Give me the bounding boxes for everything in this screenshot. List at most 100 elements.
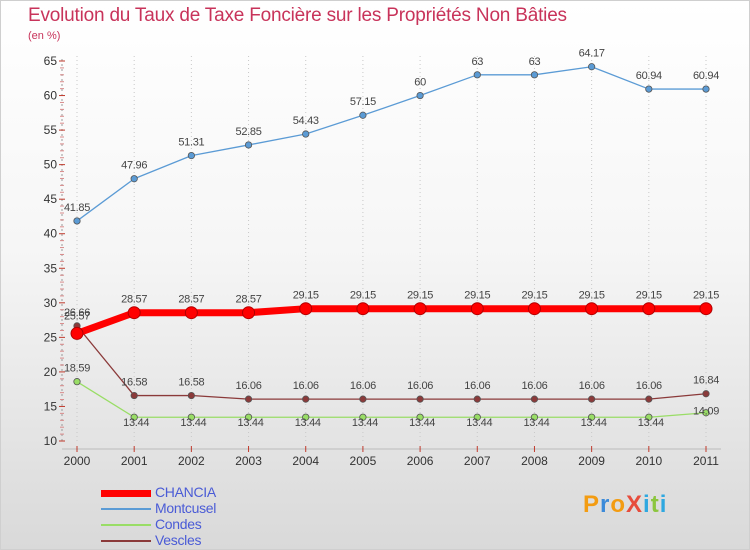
data-label: 16.06 [636, 380, 662, 392]
data-label: 26.66 [64, 307, 90, 319]
data-point-montcusel [530, 71, 539, 79]
data-point-montcusel [645, 85, 653, 93]
data-point-montcusel [130, 175, 138, 183]
y-tick-label: 60 [44, 89, 58, 103]
legend-swatch [101, 490, 151, 497]
data-label: 13.44 [180, 417, 206, 429]
y-tick-label: 40 [44, 227, 58, 241]
data-label: 16.84 [693, 375, 719, 387]
data-point-chancia [299, 302, 313, 316]
data-point-montcusel [702, 85, 710, 93]
data-point-chancia [527, 302, 541, 316]
data-point-condes [302, 413, 310, 421]
data-point-chancia [184, 306, 198, 320]
data-point-chancia [470, 302, 484, 316]
data-point-condes [588, 413, 596, 421]
data-label: 52.85 [236, 126, 262, 138]
x-tick-label: 2003 [235, 454, 262, 468]
legend-label: CHANCIA [155, 484, 216, 500]
y-tick-label: 15 [44, 399, 58, 413]
data-label: 13.44 [638, 417, 664, 429]
data-point-montcusel [302, 130, 310, 138]
x-tick-label: 2011 [693, 454, 719, 468]
data-label: 29.15 [293, 290, 319, 302]
legend-swatch [101, 540, 151, 542]
data-label: 60 [414, 77, 426, 89]
data-point-chancia [127, 306, 141, 320]
data-label: 16.06 [464, 380, 490, 392]
series-line-vescles [76, 325, 707, 400]
data-point-montcusel [244, 141, 253, 149]
data-label: 13.44 [581, 417, 607, 429]
data-label: 54.43 [293, 115, 319, 127]
data-label: 60.94 [636, 70, 662, 82]
data-point-vescles [359, 395, 367, 403]
data-label: 13.44 [409, 417, 435, 429]
data-label: 29.15 [636, 290, 662, 302]
data-label: 14.09 [693, 406, 719, 418]
legend-swatch [101, 508, 151, 510]
data-label: 18.59 [64, 363, 90, 375]
x-tick-label: 2007 [464, 454, 491, 468]
data-point-vescles [473, 395, 481, 403]
data-point-vescles [302, 395, 310, 403]
data-label: 29.15 [693, 290, 719, 302]
data-label: 29.15 [464, 290, 490, 302]
series-line-montcusel [76, 66, 707, 222]
data-point-vescles [130, 391, 138, 400]
data-label: 28.57 [178, 294, 204, 306]
data-point-vescles [416, 395, 424, 403]
data-point-chancia [413, 302, 427, 316]
data-point-condes [244, 413, 253, 421]
y-tick-label: 55 [44, 123, 58, 137]
y-tick-label: 25 [44, 330, 58, 344]
data-point-condes [473, 413, 481, 421]
legend-swatch [101, 524, 151, 526]
legend-label: Vescles [155, 532, 202, 548]
data-label: 13.44 [523, 417, 549, 429]
data-label: 51.31 [178, 137, 204, 149]
data-point-montcusel [588, 63, 596, 71]
x-tick-label: 2002 [178, 454, 205, 468]
data-point-vescles [645, 395, 653, 403]
chart-title: Evolution du Taux de Taxe Foncière sur l… [28, 5, 567, 26]
data-point-chancia [699, 302, 713, 316]
data-point-montcusel [187, 151, 195, 160]
data-label: 16.06 [521, 380, 547, 392]
legend-label: Condes [155, 516, 202, 532]
y-tick-label: 30 [44, 296, 58, 310]
data-point-condes [645, 413, 653, 421]
data-point-vescles [244, 395, 253, 403]
data-point-vescles [187, 391, 195, 400]
x-tick-label: 2004 [292, 454, 319, 468]
y-tick-label: 20 [44, 365, 58, 379]
data-point-chancia [642, 302, 656, 316]
data-label: 16.06 [350, 380, 376, 392]
data-label: 16.58 [121, 377, 147, 389]
data-point-condes [416, 413, 424, 421]
data-label: 29.15 [407, 290, 433, 302]
data-point-condes [73, 378, 81, 386]
x-tick-label: 2009 [578, 454, 605, 468]
data-point-condes [187, 413, 195, 421]
x-tick-label: 2010 [635, 454, 662, 468]
data-label: 13.44 [466, 417, 492, 429]
data-point-montcusel [416, 91, 424, 100]
x-tick-label: 2006 [407, 454, 434, 468]
data-label: 29.15 [350, 290, 376, 302]
data-label: 16.58 [178, 377, 204, 389]
x-tick-label: 2001 [121, 454, 148, 468]
y-tick-label: 10 [44, 434, 58, 448]
data-point-chancia [70, 326, 84, 340]
data-label: 64.17 [579, 48, 605, 60]
data-label: 13.44 [238, 417, 264, 429]
data-label: 63 [529, 56, 541, 68]
legend-label: Montcusel [155, 500, 217, 516]
data-label: 41.85 [64, 202, 90, 214]
x-tick-label: 2005 [350, 454, 377, 468]
data-label: 16.06 [407, 380, 433, 392]
data-point-condes [130, 413, 138, 421]
data-point-vescles [588, 395, 596, 403]
